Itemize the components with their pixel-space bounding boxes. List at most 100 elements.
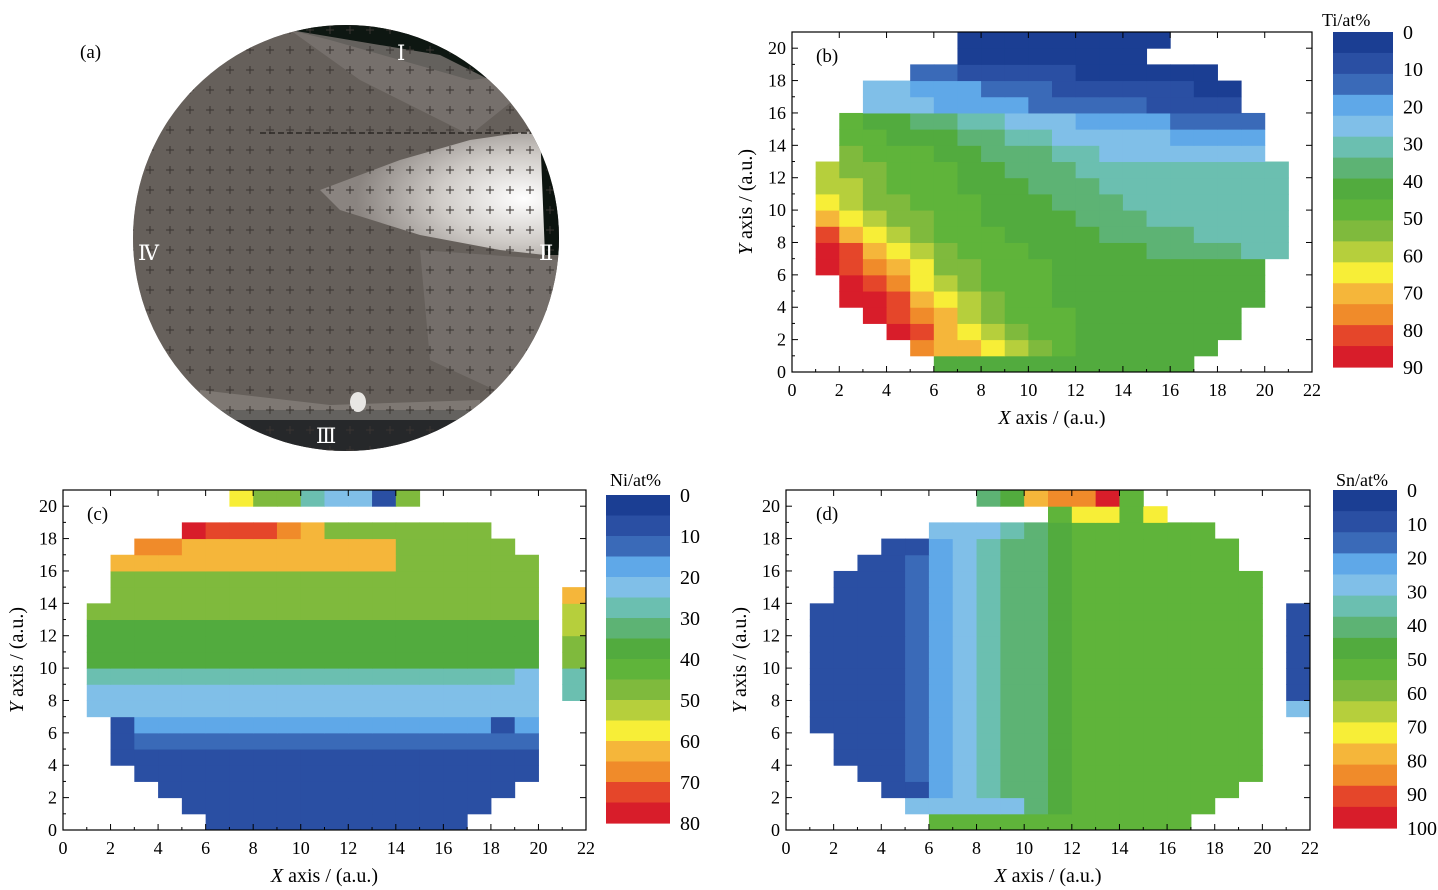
- heatmap-cell: [1075, 48, 1100, 65]
- heatmap-cell: [905, 570, 930, 588]
- heatmap-cell: [833, 635, 858, 653]
- heatmap-cell: [1028, 323, 1053, 341]
- heatmap-cell: [815, 258, 840, 276]
- heatmap-cell: [862, 307, 888, 324]
- heatmap-cell: [1146, 145, 1171, 163]
- heatmap-cell: [1238, 668, 1263, 685]
- heatmap-cell: [1119, 781, 1144, 799]
- heatmap-cell: [1071, 749, 1097, 766]
- heatmap-cell: [833, 684, 858, 701]
- heatmap-cell: [1075, 242, 1100, 260]
- heatmap-cell: [815, 226, 840, 243]
- y-tick-label: 4: [48, 755, 57, 775]
- heatmap-cell: [1004, 112, 1029, 130]
- heatmap-cell: [1048, 538, 1073, 556]
- heatmap-cell: [562, 684, 587, 701]
- heatmap-cell: [158, 538, 183, 556]
- heatmap-cell: [981, 355, 1006, 373]
- heatmap-cell: [881, 619, 906, 637]
- heatmap-cell: [1241, 161, 1266, 179]
- x-tick-label: 4: [154, 838, 163, 858]
- heatmap-cell: [1167, 813, 1192, 831]
- heatmap-cell: [1004, 32, 1029, 49]
- y-tick-label: 6: [48, 723, 57, 743]
- heatmap-cell: [1146, 291, 1171, 308]
- heatmap-cell: [976, 603, 1001, 621]
- heatmap-cell: [1052, 48, 1077, 65]
- heatmap-cell: [181, 522, 207, 540]
- heatmap-cell: [1028, 32, 1053, 49]
- heatmap-cell: [1024, 813, 1049, 831]
- heatmap-cell: [886, 307, 911, 324]
- heatmap-cell: [905, 538, 930, 556]
- heatmap-cell: [1217, 80, 1242, 98]
- heatmap-cell: [395, 700, 421, 718]
- heatmap-cell: [952, 651, 978, 669]
- heatmap-cell: [1167, 603, 1192, 621]
- heatmap-cell: [981, 291, 1006, 308]
- heatmap-cell: [857, 635, 882, 653]
- heatmap-cell: [514, 765, 539, 782]
- heatmap-cell: [276, 522, 302, 540]
- heatmap-cell: [1193, 307, 1218, 324]
- heatmap-cell: [881, 732, 906, 750]
- heatmap-cell: [1052, 80, 1077, 98]
- heatmap-cell: [372, 749, 397, 766]
- heatmap-cell: [833, 668, 858, 685]
- heatmap-cell: [1095, 522, 1120, 540]
- heatmap-cell: [324, 749, 349, 766]
- heatmap-cell: [881, 700, 906, 718]
- colorbar-swatch: [606, 556, 670, 578]
- heatmap-cell: [1190, 619, 1216, 637]
- heatmap-cell: [1095, 538, 1120, 556]
- heatmap-cell: [1052, 258, 1077, 276]
- heatmap-cells: [815, 32, 1289, 373]
- heatmap-cell: [372, 538, 397, 556]
- heatmap-cell: [1238, 716, 1263, 734]
- heatmap-cell: [1095, 813, 1120, 831]
- heatmap-cell: [1048, 813, 1073, 831]
- heatmap-cell: [910, 96, 935, 114]
- region-label-2: Ⅱ: [539, 241, 553, 265]
- colorbar-swatch: [606, 536, 670, 558]
- heatmap-cell: [1095, 797, 1120, 815]
- heatmap-cell: [181, 538, 207, 556]
- heatmap-cell: [933, 323, 958, 341]
- heatmap-cell: [158, 716, 183, 734]
- heatmap-cell: [372, 813, 397, 831]
- heatmap-cell: [1028, 48, 1053, 65]
- heatmap-cell: [1286, 603, 1311, 621]
- heatmap-cell: [419, 749, 444, 766]
- heatmap-cell: [933, 64, 958, 82]
- heatmap-cell: [1071, 570, 1097, 588]
- heatmap-cell: [905, 732, 930, 750]
- heatmap-cell: [1286, 684, 1311, 701]
- heatmap-cell: [300, 684, 325, 701]
- heatmap-cell: [910, 112, 935, 130]
- heatmap-cell: [1052, 64, 1077, 82]
- heatmap-cell: [181, 716, 207, 734]
- heatmap-cell: [562, 668, 587, 685]
- heatmap-cell: [1146, 323, 1171, 341]
- heatmap-cell: [1119, 716, 1144, 734]
- heatmap-cell: [1119, 538, 1144, 556]
- heatmap-cell: [1075, 96, 1100, 114]
- colorbar-tick-label: 50: [1407, 649, 1427, 671]
- heatmap-cell: [957, 145, 982, 163]
- heatmap-cell: [86, 684, 112, 701]
- colorbar-tick-label: 40: [1407, 615, 1427, 637]
- heatmap-cell: [372, 522, 397, 540]
- heatmap-cell: [134, 554, 159, 572]
- heatmap-cell: [1122, 96, 1148, 114]
- heatmap-cell: [1052, 161, 1077, 179]
- heatmap-cell: [839, 129, 864, 146]
- heatmap-cell: [443, 651, 468, 669]
- heatmap-cell: [1143, 587, 1168, 604]
- colorbar-swatch: [606, 679, 670, 701]
- heatmap-cell: [348, 700, 373, 718]
- colorbar-swatch: [1333, 743, 1397, 766]
- heatmap-cell: [253, 749, 278, 766]
- heatmap-cell: [957, 32, 982, 49]
- heatmap-cell: [205, 603, 230, 621]
